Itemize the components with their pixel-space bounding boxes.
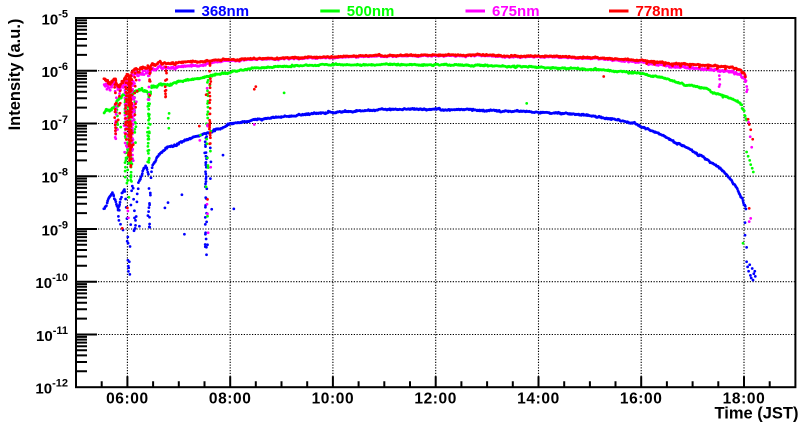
svg-text:06:00: 06:00 bbox=[106, 391, 149, 408]
svg-text:10:00: 10:00 bbox=[312, 391, 355, 408]
svg-text:778nm: 778nm bbox=[636, 3, 684, 20]
svg-text:08:00: 08:00 bbox=[209, 391, 252, 408]
svg-text:Time (JST): Time (JST) bbox=[714, 405, 798, 423]
svg-text:675nm: 675nm bbox=[492, 3, 540, 20]
svg-text:14:00: 14:00 bbox=[517, 391, 560, 408]
svg-text:18:00: 18:00 bbox=[723, 391, 766, 408]
svg-text:12:00: 12:00 bbox=[414, 391, 457, 408]
svg-text:Intensity (a.u.): Intensity (a.u.) bbox=[6, 19, 24, 131]
svg-text:16:00: 16:00 bbox=[620, 391, 663, 408]
svg-text:368nm: 368nm bbox=[202, 3, 250, 20]
svg-text:500nm: 500nm bbox=[347, 3, 395, 20]
